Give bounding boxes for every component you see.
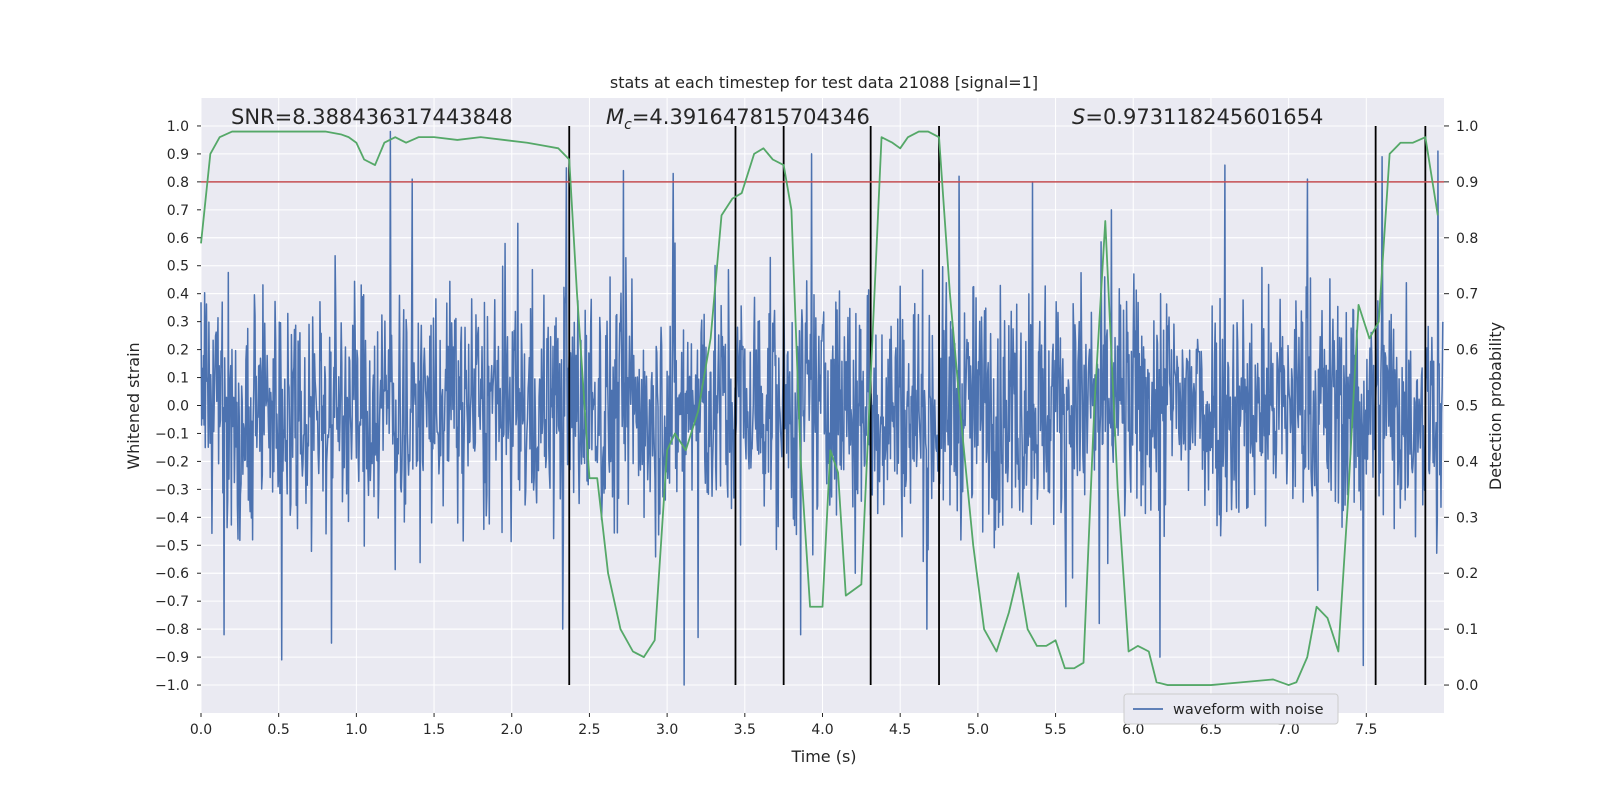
y-left-axis-label: Whitened strain [124, 342, 143, 469]
y-left-tick-label: 0.6 [167, 231, 189, 247]
x-tick-label: 0.0 [190, 722, 212, 738]
x-tick-label: 2.0 [501, 722, 523, 738]
waveform-series [200, 130, 1444, 686]
chart-title: stats at each timestep for test data 210… [610, 73, 1038, 92]
snr-annotation: SNR=8.388436317443848 [231, 105, 513, 129]
y-left-tick-label: 0.8 [167, 175, 189, 191]
y-left-tick-label: 0.9 [167, 147, 189, 163]
x-axis-label: Time (s) [790, 747, 856, 766]
score-value: =0.973118245601654 [1085, 105, 1323, 129]
y-left-tick-label: 0.2 [167, 343, 189, 359]
y-left-tick-label: −1.0 [155, 678, 189, 694]
score-symbol: S [1072, 105, 1085, 129]
chirp-mass-subscript: c [624, 117, 632, 133]
x-tick-label: 4.5 [889, 722, 911, 738]
probability-line [200, 130, 1439, 686]
x-tick-label: 6.5 [1200, 722, 1222, 738]
legend-box [1123, 693, 1339, 725]
chirp-mass-value: =4.391647815704346 [632, 105, 870, 129]
y-right-tick-label: 0.7 [1456, 287, 1478, 303]
probability-series [200, 130, 1439, 686]
y-left-tick-label: 1.0 [167, 119, 189, 135]
legend-label: waveform with noise [1173, 702, 1324, 718]
y-right-tick-label: 0.3 [1456, 510, 1478, 526]
y-right-tick-label: 0.1 [1456, 622, 1478, 638]
y-right-axis-label: Detection probability [1486, 322, 1505, 490]
y-left-tick-label: −0.4 [155, 510, 189, 526]
x-tick-label: 7.0 [1277, 722, 1299, 738]
y-left-tick-label: 0.1 [167, 371, 189, 387]
score-annotation: S=0.973118245601654 [1072, 105, 1323, 129]
y-left-tick-label: 0.7 [167, 203, 189, 219]
x-tick-label: 1.0 [345, 722, 367, 738]
x-tick-label: 6.0 [1122, 722, 1144, 738]
x-tick-label: 3.5 [734, 722, 756, 738]
y-right-tick-label: 0.0 [1456, 678, 1478, 694]
y-right-tick-label: 0.8 [1456, 231, 1478, 247]
y-right-tick-label: 0.4 [1456, 454, 1478, 470]
x-tick-label: 0.5 [268, 722, 290, 738]
x-tick-label: 4.0 [811, 722, 833, 738]
y-left-tick-label: −0.6 [155, 566, 189, 582]
waveform-line [200, 130, 1444, 686]
x-tick-label: 5.5 [1044, 722, 1066, 738]
y-left-tick-label: 0.0 [167, 399, 189, 415]
x-axis-ticks: 0.0 0.5 1.0 1.5 2.0 2.5 3.0 3.5 4.0 4.5 5.0 5.5 6.0 6… [190, 713, 1377, 738]
vertical-markers [568, 125, 1427, 686]
chirp-mass-symbol: M [606, 105, 624, 129]
y-left-tick-label: 0.4 [167, 287, 189, 303]
y-right-tick-label: 0.9 [1456, 175, 1478, 191]
legend: waveform with noise [1123, 693, 1339, 725]
y-left-tick-label: −0.2 [155, 454, 189, 470]
y-left-tick-label: 0.3 [167, 315, 189, 331]
x-tick-label: 1.5 [423, 722, 445, 738]
y-right-tick-label: 0.6 [1456, 343, 1478, 359]
y-left-tick-label: −0.1 [155, 426, 189, 442]
x-tick-label: 2.5 [578, 722, 600, 738]
y-left-tick-label: −0.9 [155, 650, 189, 666]
y-left-tick-label: −0.8 [155, 622, 189, 638]
y-right-tick-label: 0.5 [1456, 399, 1478, 415]
y-right-axis-ticks: 1.0 0.9 0.8 0.7 0.6 0.5 0.4 0.3 0.2 0.1 0.0 [1444, 119, 1478, 694]
x-tick-label: 7.5 [1355, 722, 1377, 738]
x-tick-label: 3.0 [656, 722, 678, 738]
y-left-axis-ticks: 1.0 0.9 0.8 0.7 0.6 0.5 0.4 0.3 0.2 0.1 0.0 −0.1 −0.… [155, 119, 201, 694]
y-left-tick-label: −0.7 [155, 594, 189, 610]
x-tick-label: 5.0 [967, 722, 989, 738]
chirp-mass-annotation: Mc=4.391647815704346 [606, 105, 870, 133]
y-right-tick-label: 0.2 [1456, 566, 1478, 582]
y-left-tick-label: −0.5 [155, 538, 189, 554]
y-left-tick-label: −0.3 [155, 482, 189, 498]
y-right-tick-label: 1.0 [1456, 119, 1478, 135]
y-left-tick-label: 0.5 [167, 259, 189, 275]
